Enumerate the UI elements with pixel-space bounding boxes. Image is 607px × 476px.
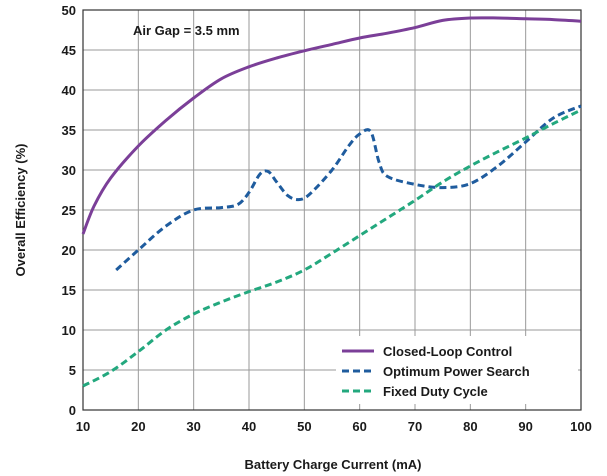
legend-entry-optimum-power: Optimum Power Search [342,364,530,379]
x-tick-label: 50 [297,419,311,434]
x-tick-label: 40 [242,419,256,434]
plot-frame [82,9,582,411]
x-tick-label: 10 [76,419,90,434]
y-tick-label: 5 [69,363,76,378]
x-tick-label: 80 [463,419,477,434]
x-tick-label: 100 [570,419,592,434]
legend-label-fixed-duty: Fixed Duty Cycle [383,384,488,399]
series-line-closed-loop [81,16,582,235]
legend: Closed-Loop Control Optimum Power Search… [336,336,578,404]
y-tick-labels: 0 5 10 15 20 25 30 35 40 45 50 [62,3,76,418]
x-tick-labels: 10 20 30 40 50 60 70 80 90 100 [76,419,592,434]
y-tick-label: 50 [62,3,76,18]
legend-box [336,336,578,404]
y-tick-label: 25 [62,203,76,218]
x-axis-label: Battery Charge Current (mA) [245,457,422,472]
series-lines [81,16,582,388]
y-tick-label: 45 [62,43,76,58]
legend-label-optimum-power: Optimum Power Search [383,364,530,379]
series-line-fixed-duty [82,108,582,388]
y-tick-label: 40 [62,83,76,98]
x-tick-label: 70 [408,419,422,434]
legend-label-closed-loop: Closed-Loop Control [383,344,512,359]
y-tick-label: 15 [62,283,76,298]
y-tick-label: 35 [62,123,76,138]
air-gap-annotation: Air Gap = 3.5 mm [133,23,240,38]
x-tick-label: 60 [352,419,366,434]
x-tick-label: 20 [131,419,145,434]
y-tick-label: 30 [62,163,76,178]
y-tick-label: 10 [62,323,76,338]
series-line-optimum-power [115,104,582,272]
legend-entry-fixed-duty: Fixed Duty Cycle [342,384,488,399]
x-tick-label: 90 [518,419,532,434]
legend-entry-closed-loop: Closed-Loop Control [342,344,512,359]
y-axis-label: Overall Efficiency (%) [13,144,28,277]
x-tick-label: 30 [186,419,200,434]
y-tick-label: 20 [62,243,76,258]
y-tick-label: 0 [69,403,76,418]
